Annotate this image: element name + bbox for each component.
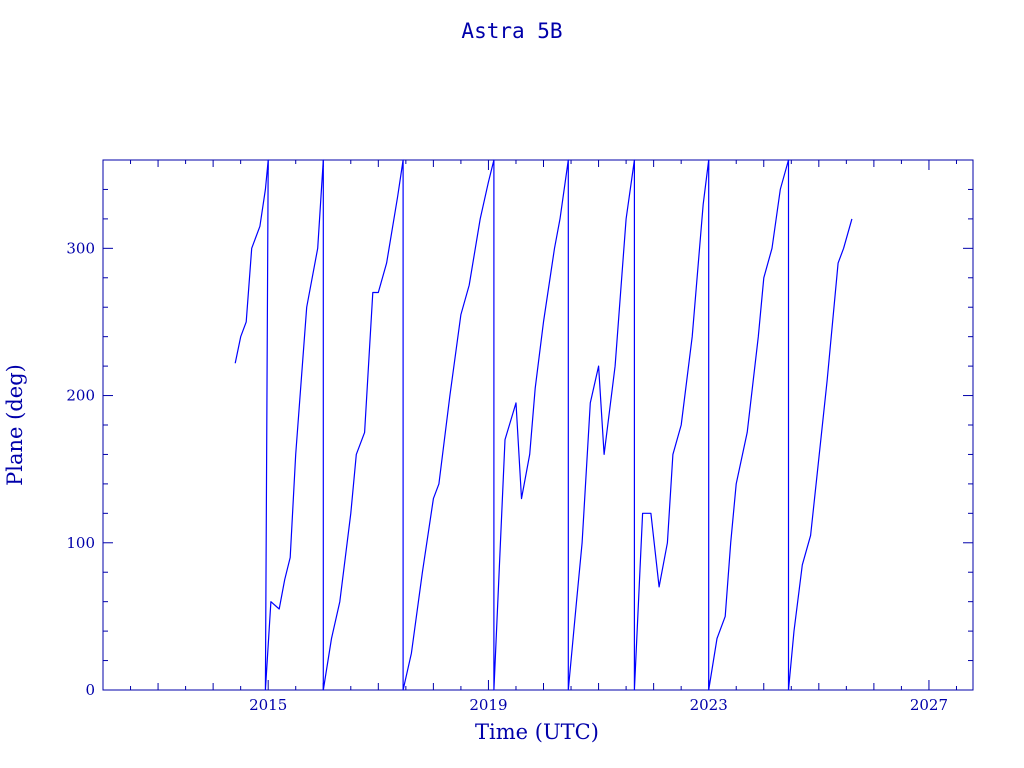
chart-title: Astra 5B [461, 19, 562, 43]
y-tick-label: 100 [66, 534, 95, 552]
x-axis-label: Time (UTC) [475, 720, 599, 744]
x-tick-label: 2019 [469, 696, 507, 714]
plot-area: 2015 2019 2023 2027 0 100 200 300 [66, 159, 974, 714]
plot-frame [102, 159, 974, 691]
x-tick-label: 2015 [249, 696, 287, 714]
y-tick-label: 0 [85, 681, 95, 699]
y-axis-label: Plane (deg) [3, 364, 27, 486]
y-tick-label: 200 [66, 387, 95, 405]
x-tick-label: 2027 [910, 696, 948, 714]
series-line [234, 159, 853, 691]
x-tick-label: 2023 [690, 696, 728, 714]
y-tick-label: 300 [66, 239, 95, 257]
